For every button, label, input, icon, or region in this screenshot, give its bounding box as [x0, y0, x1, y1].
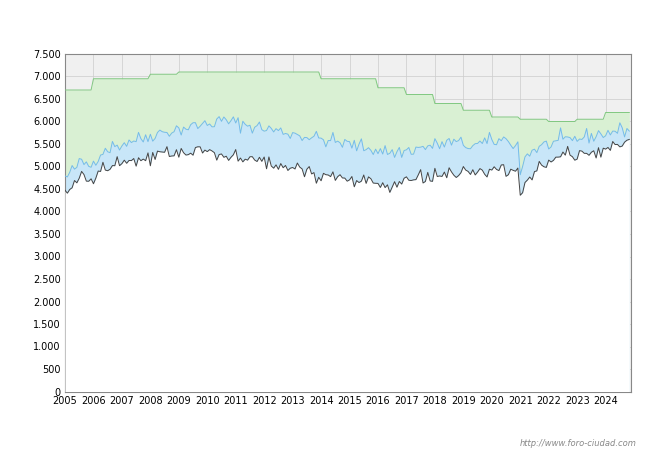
Text: http://www.foro-ciudad.com: http://www.foro-ciudad.com [520, 439, 637, 448]
Text: Carreño - Evolucion de la poblacion en edad de Trabajar Noviembre de 2024: Carreño - Evolucion de la poblacion en e… [99, 16, 551, 29]
